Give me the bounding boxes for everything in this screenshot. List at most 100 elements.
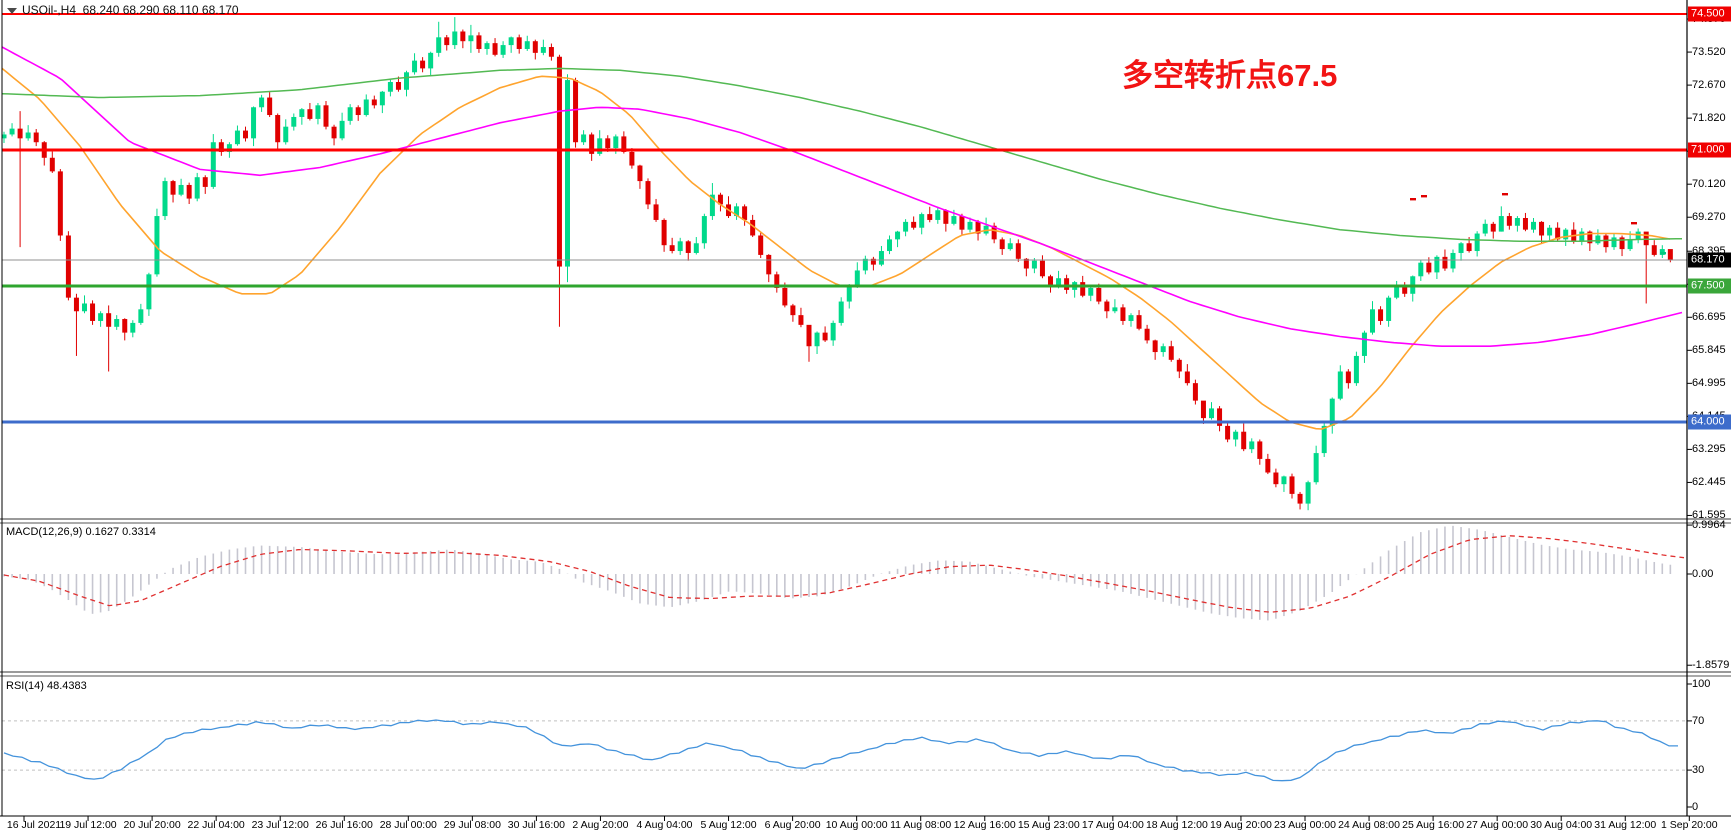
candle-body xyxy=(1200,400,1206,419)
candle-body xyxy=(323,105,329,127)
candle-body xyxy=(556,56,562,267)
time-tick-label: 15 Aug 23:00 xyxy=(1017,819,1080,831)
candle-body xyxy=(395,82,401,90)
candle-body xyxy=(589,134,595,154)
time-tick-label: 23 Jul 12:00 xyxy=(251,819,309,831)
candle-body xyxy=(476,35,482,49)
candle-body xyxy=(1217,408,1223,426)
candle-body xyxy=(412,60,418,73)
candle-body xyxy=(766,254,772,275)
candle-body xyxy=(1547,227,1553,236)
candle-body xyxy=(838,301,844,323)
price-tick-label: 63.295 xyxy=(1692,443,1726,456)
candle-body xyxy=(138,309,144,323)
candle-body xyxy=(106,313,112,327)
time-tick-label: 16 Jul 2021 xyxy=(6,819,62,831)
candle-body xyxy=(130,322,136,333)
candle-body xyxy=(492,43,498,55)
candle-body xyxy=(895,231,901,240)
candle-body xyxy=(186,184,192,199)
price-badge-64.000: 64.000 xyxy=(1688,414,1731,430)
rsi-line xyxy=(3,719,1678,782)
candle-body xyxy=(975,221,981,234)
candle-body xyxy=(420,60,426,69)
price-tick-label: 70.120 xyxy=(1692,178,1726,191)
candle-body xyxy=(1394,285,1400,298)
candle-body xyxy=(1144,328,1150,341)
text-annotation[interactable]: 多空转折点67.5 xyxy=(1122,58,1338,93)
macd-tick-label: -1.8579 xyxy=(1692,659,1730,672)
candle-body xyxy=(146,274,152,310)
price-badge-74.500: 74.500 xyxy=(1688,6,1731,22)
candle-body xyxy=(283,126,289,143)
candle-body xyxy=(1595,235,1601,244)
time-tick-label: 1 Sep 20:00 xyxy=(1660,819,1718,831)
price-tick-label: 64.995 xyxy=(1692,377,1726,390)
candle-body xyxy=(1289,476,1295,494)
candle-body xyxy=(629,151,635,166)
ma-slow-green xyxy=(1,67,1683,243)
price-tick-label: 62.445 xyxy=(1692,476,1726,489)
candle-body xyxy=(1531,221,1536,230)
candle-body xyxy=(943,210,949,224)
candle-body xyxy=(524,41,530,49)
candle-body xyxy=(1249,441,1255,450)
symbol-dropdown-icon[interactable] xyxy=(7,8,17,14)
price-badge-current: 68.170 xyxy=(1688,252,1731,268)
candle-body xyxy=(846,285,852,302)
time-tick-label: 22 Jul 04:00 xyxy=(187,819,245,831)
candle-body xyxy=(734,206,740,217)
candle-body xyxy=(1176,359,1182,372)
candle-body xyxy=(1120,307,1126,321)
candle-body xyxy=(484,43,490,49)
time-tick-label: 31 Aug 12:00 xyxy=(1594,819,1657,831)
candle-body xyxy=(1056,278,1062,286)
candle-body xyxy=(444,37,450,46)
candle-body xyxy=(1305,482,1311,504)
candle-body xyxy=(1104,301,1110,312)
time-tick-label: 30 Jul 16:00 xyxy=(507,819,565,831)
candle-body xyxy=(73,297,79,312)
candle-body xyxy=(363,99,369,116)
candle-body xyxy=(1579,231,1585,242)
candle-body xyxy=(371,99,377,106)
candle-body xyxy=(1088,287,1094,296)
candle-body xyxy=(1337,371,1343,399)
candle-body xyxy=(1297,493,1303,504)
candle-body xyxy=(1023,258,1029,269)
candle-body xyxy=(1007,243,1013,250)
candle-body xyxy=(1225,425,1231,440)
time-tick-label: 12 Aug 16:00 xyxy=(953,819,1016,831)
candle-body xyxy=(653,204,659,220)
candle-body xyxy=(870,258,876,265)
candle-body xyxy=(98,313,104,321)
candle-body xyxy=(65,235,71,298)
signal-marker xyxy=(1421,195,1427,198)
candle-body xyxy=(1,134,7,139)
candle-body xyxy=(436,37,442,53)
candle-body xyxy=(701,216,707,244)
candle-body xyxy=(1128,315,1134,321)
price-tick-label: 73.520 xyxy=(1692,46,1726,59)
candle-body xyxy=(1514,217,1520,226)
candle-body xyxy=(1329,398,1335,426)
candle-body xyxy=(1015,243,1021,259)
rsi-tick-label: 70 xyxy=(1692,714,1705,727)
candle-body xyxy=(919,214,925,228)
candle-body xyxy=(25,132,31,139)
candle-body xyxy=(862,258,868,271)
candle-body xyxy=(709,194,715,217)
candle-body xyxy=(404,72,409,90)
candle-body xyxy=(9,128,15,135)
time-tick-label: 26 Jul 16:00 xyxy=(315,819,373,831)
candle-body xyxy=(991,225,997,240)
candle-body xyxy=(669,245,675,252)
candle-body xyxy=(452,31,458,46)
candle-body xyxy=(1048,276,1053,286)
time-tick-label: 4 Aug 04:00 xyxy=(636,819,693,831)
candle-body xyxy=(315,105,321,119)
candle-body xyxy=(210,142,216,187)
candle-body xyxy=(379,91,385,106)
